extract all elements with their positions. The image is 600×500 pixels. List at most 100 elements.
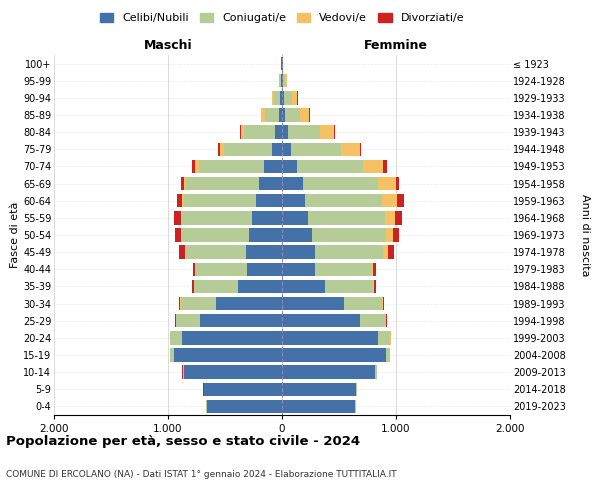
Bar: [282, 160, 297, 173]
Bar: [315, 246, 383, 259]
Bar: [373, 262, 376, 276]
Bar: [283, 74, 286, 88]
Bar: [315, 262, 371, 276]
Bar: [174, 348, 282, 362]
Bar: [386, 348, 390, 362]
Bar: [207, 400, 282, 413]
Bar: [274, 91, 280, 104]
Bar: [282, 74, 283, 88]
Bar: [288, 126, 320, 139]
Bar: [224, 142, 272, 156]
Bar: [275, 126, 282, 139]
Bar: [282, 228, 311, 241]
Bar: [247, 262, 282, 276]
Bar: [383, 160, 387, 173]
Bar: [282, 108, 286, 122]
Bar: [297, 160, 363, 173]
Bar: [182, 211, 253, 224]
Bar: [196, 160, 199, 173]
Bar: [249, 228, 282, 241]
Bar: [383, 246, 388, 259]
Bar: [378, 177, 396, 190]
Bar: [374, 280, 376, 293]
Bar: [292, 91, 298, 104]
Bar: [193, 262, 195, 276]
Bar: [286, 108, 300, 122]
Bar: [386, 228, 392, 241]
Bar: [286, 74, 287, 88]
Bar: [265, 108, 278, 122]
Bar: [200, 314, 282, 328]
Bar: [383, 297, 384, 310]
Bar: [282, 126, 288, 139]
Bar: [311, 228, 386, 241]
Bar: [184, 177, 186, 190]
Bar: [359, 314, 386, 328]
Bar: [192, 280, 194, 293]
Bar: [385, 211, 395, 224]
Bar: [264, 160, 282, 173]
Legend: Celibi/Nubili, Coniugati/e, Vedovi/e, Divorziati/e: Celibi/Nubili, Coniugati/e, Vedovi/e, Di…: [95, 8, 469, 28]
Bar: [179, 246, 185, 259]
Bar: [282, 366, 376, 379]
Bar: [196, 262, 247, 276]
Bar: [282, 331, 378, 344]
Bar: [182, 194, 184, 207]
Bar: [373, 280, 374, 293]
Bar: [205, 382, 282, 396]
Bar: [397, 194, 404, 207]
Bar: [363, 160, 383, 173]
Bar: [179, 297, 181, 310]
Bar: [245, 246, 282, 259]
Bar: [284, 91, 292, 104]
Bar: [282, 142, 291, 156]
Bar: [216, 297, 282, 310]
Bar: [185, 246, 245, 259]
Bar: [282, 262, 315, 276]
Bar: [183, 366, 184, 379]
Bar: [253, 211, 282, 224]
Bar: [174, 211, 181, 224]
Bar: [282, 348, 386, 362]
Bar: [282, 280, 325, 293]
Bar: [176, 314, 200, 328]
Bar: [344, 297, 382, 310]
Bar: [272, 142, 282, 156]
Bar: [282, 194, 305, 207]
Bar: [192, 160, 196, 173]
Y-axis label: Fasce di età: Fasce di età: [10, 202, 20, 268]
Bar: [320, 126, 334, 139]
Bar: [272, 91, 274, 104]
Bar: [282, 382, 356, 396]
Bar: [182, 228, 249, 241]
Bar: [392, 228, 399, 241]
Bar: [305, 194, 382, 207]
Bar: [382, 194, 397, 207]
Bar: [359, 142, 361, 156]
Bar: [376, 366, 377, 379]
Bar: [282, 91, 284, 104]
Bar: [388, 246, 394, 259]
Bar: [378, 331, 391, 344]
Text: COMUNE DI ERCOLANO (NA) - Dati ISTAT 1° gennaio 2024 - Elaborazione TUTTITALIA.I: COMUNE DI ERCOLANO (NA) - Dati ISTAT 1° …: [6, 470, 397, 479]
Bar: [170, 348, 174, 362]
Bar: [186, 177, 259, 190]
Bar: [300, 108, 310, 122]
Text: Popolazione per età, sesso e stato civile - 2024: Popolazione per età, sesso e stato civil…: [6, 435, 360, 448]
Text: Femmine: Femmine: [364, 38, 428, 52]
Bar: [218, 142, 220, 156]
Bar: [181, 211, 182, 224]
Bar: [282, 400, 355, 413]
Bar: [241, 126, 244, 139]
Bar: [395, 211, 402, 224]
Bar: [182, 331, 282, 344]
Bar: [170, 331, 182, 344]
Bar: [396, 177, 400, 190]
Bar: [302, 177, 378, 190]
Bar: [341, 142, 359, 156]
Bar: [278, 108, 282, 122]
Bar: [281, 74, 282, 88]
Bar: [220, 142, 224, 156]
Bar: [282, 314, 359, 328]
Text: Maschi: Maschi: [143, 38, 193, 52]
